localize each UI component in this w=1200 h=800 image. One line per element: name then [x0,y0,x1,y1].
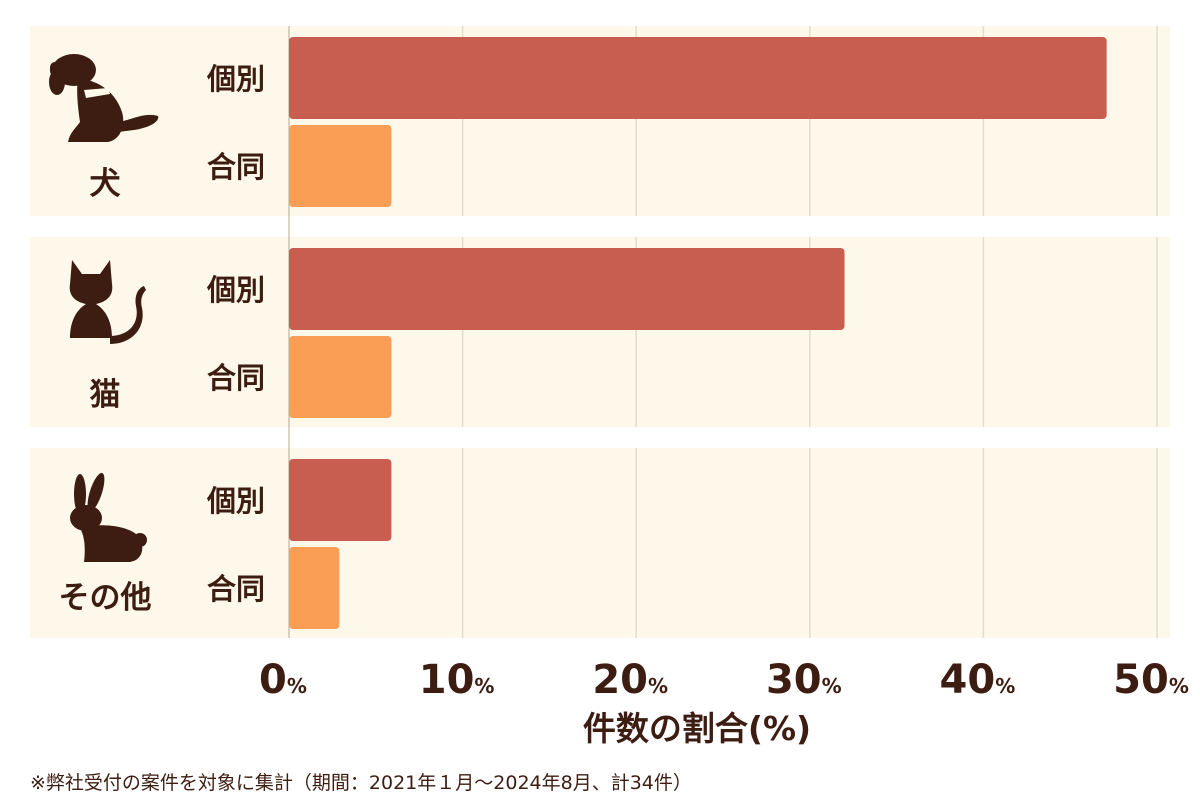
x-axis-label: 件数の割合(%) [583,709,811,748]
bar-goudou [289,336,392,418]
bars [289,37,1107,629]
bar-goudou [289,547,340,629]
bar-category-label: 個別 [206,273,265,307]
cat-icon [69,260,146,344]
bar-goudou [289,125,392,207]
rabbit-icon [70,472,147,562]
x-tick-label: 30% [766,657,842,703]
x-tick-label: 10% [419,657,495,703]
x-tick-labels: 0% 10% 20% 30% 40% 50% [259,657,1189,703]
group-panel [30,448,1170,638]
bar-kobetsu [289,459,392,541]
bar-category-label: 個別 [206,484,265,518]
group-label: 猫 [90,377,121,413]
bar-kobetsu [289,248,845,330]
bar-category-label: 個別 [206,62,265,96]
bar-category-label: 合同 [207,572,265,606]
group-label: その他 [59,580,152,616]
x-tick-label: 40% [940,657,1016,703]
x-tick-label: 50% [1113,657,1189,703]
bar-kobetsu [289,37,1107,119]
bar-category-label: 合同 [207,150,265,184]
dog-icon [49,54,159,142]
group-label: 犬 [90,166,121,202]
group-icons [49,54,159,562]
x-tick-label: 20% [592,657,668,703]
footnote: ※弊社受付の案件を対象に集計（期間：2021年１月〜2024年8月、計34件） [30,772,692,794]
bar-category-label: 合同 [207,361,265,395]
x-tick-label: 0% [259,657,307,703]
